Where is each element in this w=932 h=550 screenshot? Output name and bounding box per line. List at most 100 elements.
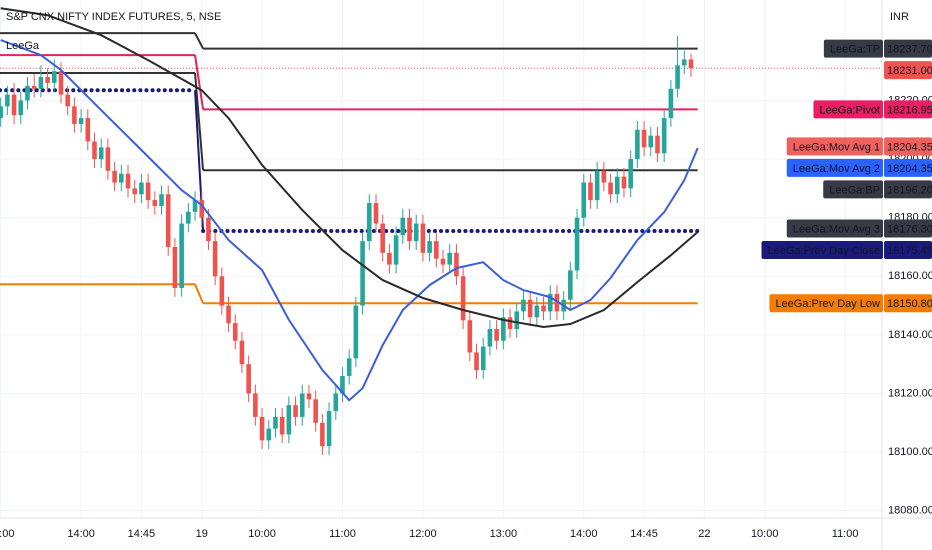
candle-body — [507, 317, 513, 330]
candle-body — [413, 223, 419, 242]
candle-body — [313, 399, 318, 423]
price-label-box — [884, 39, 932, 58]
x-tick-label: 14:45 — [630, 528, 658, 540]
price-label-name-box — [761, 241, 883, 260]
candle-body — [521, 299, 526, 312]
price-label-name-box — [786, 137, 883, 156]
candle-body — [541, 305, 546, 312]
candle-body — [51, 71, 57, 83]
candle-body — [72, 106, 77, 124]
price-label-box — [884, 100, 932, 119]
price-label-name-box — [786, 219, 883, 238]
candle-body — [568, 270, 573, 300]
candle-body — [547, 293, 553, 312]
candle-body — [119, 173, 124, 183]
y-tick-label: 18080.00 — [888, 505, 932, 517]
candle-body — [212, 241, 218, 277]
candle-body — [226, 305, 231, 324]
candle-body — [25, 85, 30, 101]
candle-body — [387, 252, 392, 265]
level-connector — [194, 283, 204, 304]
candle-body — [494, 329, 499, 341]
candle-body — [554, 293, 560, 312]
price-label-name: LeeGa:Prev Day Low — [775, 298, 880, 310]
candle-body — [5, 94, 10, 107]
candle-body — [199, 200, 205, 218]
level-connector — [194, 54, 205, 110]
candle-body — [45, 77, 50, 83]
candle-body — [98, 147, 104, 160]
candle-body — [688, 59, 694, 69]
candle-body — [159, 194, 164, 206]
candle-body — [373, 203, 379, 224]
chart-title: S&P CNX NIFTY INDEX FUTURES, 5, NSE — [6, 11, 221, 23]
candle-body — [340, 375, 345, 394]
currency: INR — [890, 11, 909, 23]
price-label-value: 18231.00 — [887, 65, 932, 77]
candle-body — [514, 311, 520, 330]
price-label-name: LeeGa:Mov Avg 3 — [793, 223, 880, 235]
y-tick-label: 18120.00 — [888, 387, 932, 399]
price-label-name-box — [786, 158, 883, 177]
candle-body — [635, 129, 640, 160]
candle-body — [681, 59, 687, 66]
candle-body — [172, 246, 178, 289]
candle-body — [273, 416, 278, 429]
x-tick-label: 22 — [698, 528, 710, 540]
candle-body — [125, 173, 131, 189]
x-tick-label: 13:00 — [490, 528, 518, 540]
candle-body — [534, 305, 540, 318]
candle-body — [648, 135, 654, 148]
candle-body — [460, 276, 466, 321]
price-label-box — [884, 158, 932, 177]
x-tick-label: 14:45 — [128, 528, 156, 540]
candle-body — [360, 241, 365, 306]
price-label-value: 18216.95 — [887, 104, 932, 116]
price-label-name-box — [823, 39, 883, 58]
candle-body — [206, 217, 211, 242]
candle-body — [501, 317, 506, 341]
price-label-box — [884, 219, 932, 238]
candle-body — [621, 176, 627, 189]
candle-body — [239, 340, 245, 365]
candle-body — [454, 252, 459, 277]
candle-body — [574, 217, 580, 271]
x-tick-label: 11:00 — [329, 528, 356, 540]
moving-average — [0, 39, 699, 402]
x-tick-label: 14:00 — [67, 528, 95, 540]
candle-body — [152, 200, 158, 206]
candle-body — [614, 176, 620, 195]
price-label-name-box — [769, 294, 883, 313]
candle-body — [320, 422, 325, 447]
y-tick-label: 18140.00 — [888, 329, 932, 341]
candle-body — [434, 241, 439, 259]
x-tick-label: 12:00 — [409, 528, 437, 540]
candle-body — [407, 217, 412, 242]
candle-body — [353, 305, 359, 359]
candle-body — [467, 320, 473, 353]
x-tick-label: 11:00 — [832, 528, 859, 540]
candle-body — [447, 252, 453, 265]
candle-body — [400, 217, 406, 236]
indicator-name: LeeGa — [6, 40, 40, 52]
y-tick-label: 18160.00 — [888, 270, 932, 282]
candle-body — [145, 182, 151, 201]
y-tick-label: 18100.00 — [888, 446, 932, 458]
price-label-box — [884, 294, 932, 313]
candle-body — [92, 141, 97, 160]
candle-body — [668, 88, 674, 119]
candle-body — [165, 194, 171, 247]
price-label-value: 18150.80 — [887, 298, 932, 310]
candle-body — [594, 170, 600, 201]
candle-body — [259, 416, 265, 441]
candle-body — [420, 223, 426, 253]
price-label-name-box — [813, 100, 883, 119]
candle-body — [31, 85, 37, 89]
price-label-value: 18204.35 — [887, 141, 932, 153]
level-connector — [194, 72, 205, 171]
price-label-value: 18176.30 — [887, 223, 932, 235]
candle-body — [366, 203, 372, 242]
candle-body — [608, 182, 613, 195]
candle-body — [219, 276, 225, 306]
